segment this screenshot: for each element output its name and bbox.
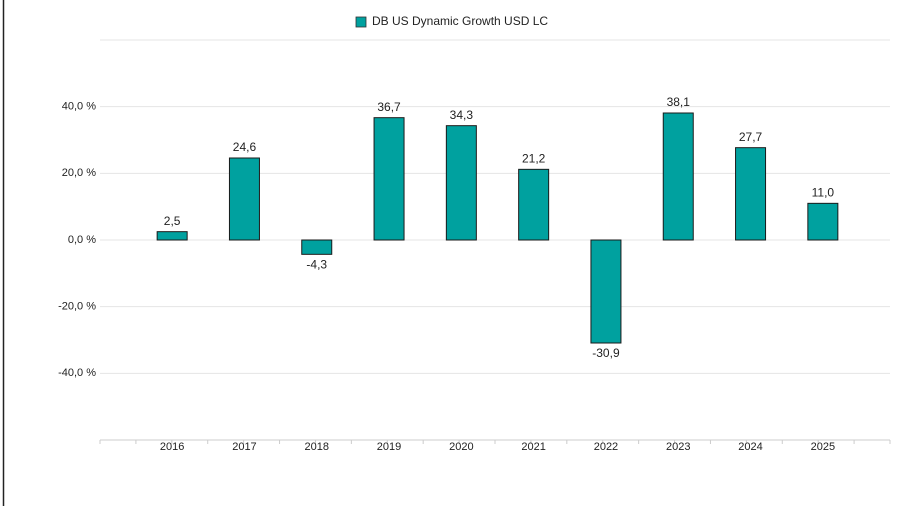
bar [445,125,477,241]
x-tick-label: 2018 [305,441,329,453]
x-tick-label: 2019 [377,441,401,453]
y-tick-label: 0,0 % [68,234,96,246]
bar [735,147,767,241]
x-tick-label: 2025 [811,441,835,453]
x-tick-label: 2024 [738,441,762,453]
data-label: 11,0 [812,186,835,200]
data-label: 21,2 [522,152,546,166]
legend-swatch [355,16,367,28]
bar [662,112,694,241]
bar [518,168,550,241]
data-label: -30,9 [592,346,620,360]
x-tick-label: 2023 [666,441,690,453]
data-label: 2,5 [164,214,181,228]
bar [590,239,622,344]
bar [301,239,333,255]
y-tick-label: -40,0 % [58,367,96,379]
data-label: -4,3 [306,258,327,272]
data-label: 27,7 [739,130,763,144]
x-tick-label: 2017 [232,441,256,453]
data-label: 24,6 [233,140,257,154]
bar [228,157,260,241]
x-tick-label: 2020 [449,441,473,453]
y-tick-label: -20,0 % [58,301,96,313]
bar [807,202,839,241]
x-tick-label: 2016 [160,441,184,453]
x-tick-label: 2022 [594,441,618,453]
legend-label: DB US Dynamic Growth USD LC [372,14,548,28]
bar [373,117,405,241]
y-tick-label: 40,0 % [62,101,96,113]
x-tick-label: 2021 [521,441,545,453]
bar [156,231,188,241]
data-label: 36,7 [377,100,401,114]
data-label: 38,1 [667,95,691,109]
y-tick-label: 20,0 % [62,167,96,179]
data-label: 34,3 [450,108,474,122]
